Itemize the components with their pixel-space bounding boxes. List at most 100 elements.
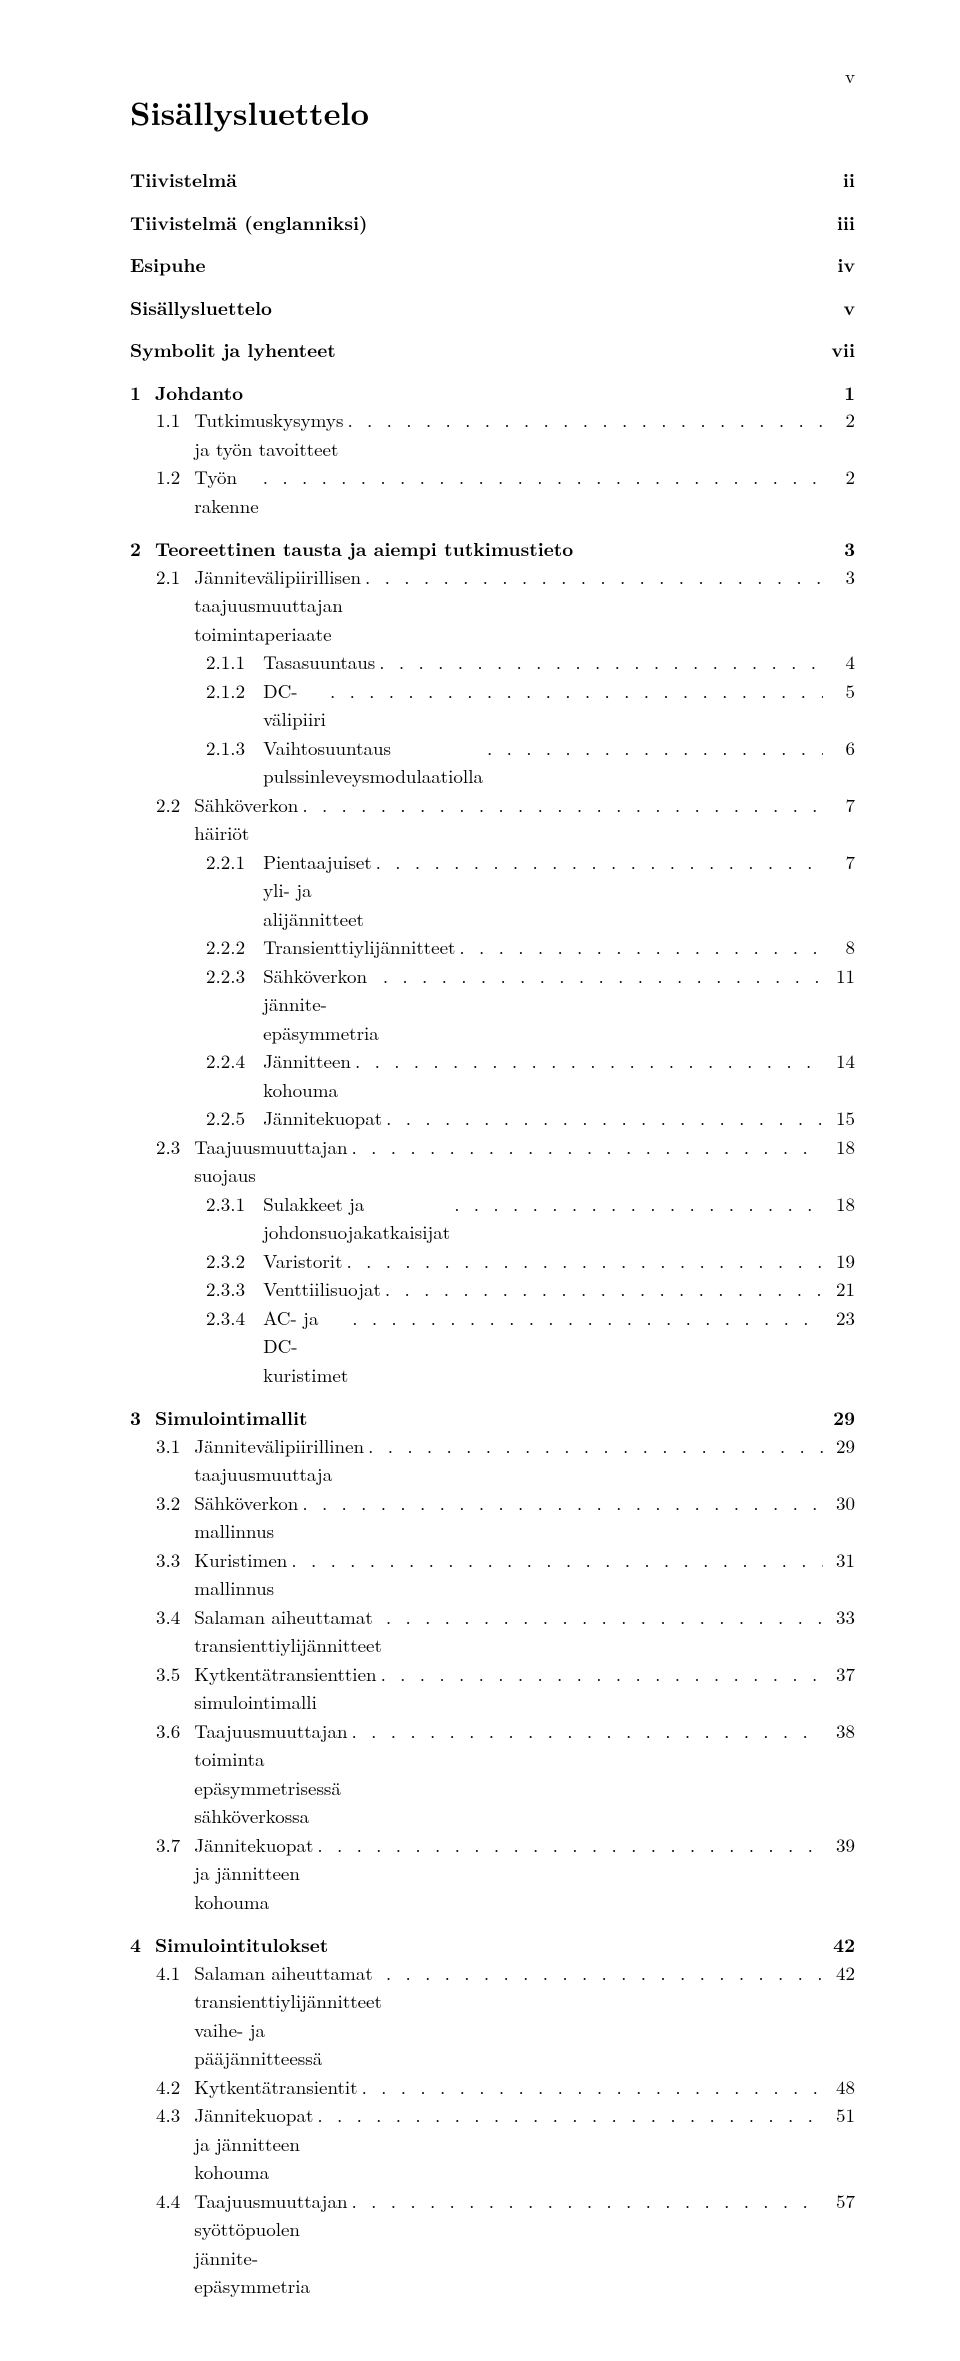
toc-entry-label: Johdanto	[155, 378, 243, 407]
toc-entry-label: Symbolit ja lyhenteet	[130, 335, 336, 364]
toc-entry-number: 2.2.1	[206, 848, 245, 877]
toc-leader	[365, 563, 823, 592]
toc-leader	[376, 848, 823, 877]
toc-row-subsection: 2.2.3Sähköverkon jännite-epäsymmetria11	[206, 962, 855, 1048]
toc-row-section: 4.4 Taajuusmuuttajan syöttöpuolen jännite…	[156, 2187, 855, 2301]
toc-leader	[386, 1603, 823, 1632]
toc-entry-label: Kytkentätransienttien simulointimalli	[194, 1660, 376, 1717]
toc-row-subsection: 2.1.1 Tasasuuntaus 4	[206, 648, 855, 677]
toc-entry-number: 4.1	[156, 1959, 180, 1988]
toc-row-section: 4.3Jännitekuopat ja jännitteen kohouma51	[156, 2101, 855, 2187]
toc-entry-number: 1	[130, 378, 141, 407]
toc-entry-number: 1.1	[156, 406, 180, 435]
toc-row-subsection: 2.3.4AC- ja DC-kuristimet23	[206, 1304, 855, 1390]
toc-entry-page: 29	[827, 1432, 855, 1461]
toc-leader	[263, 463, 823, 492]
toc-leader	[379, 648, 823, 677]
toc-entry-page: 7	[827, 848, 855, 877]
toc-leader	[386, 1104, 823, 1133]
toc-entry-number: 2.1.2	[206, 677, 245, 706]
toc-entry-label: Jännitekuopat	[263, 1104, 382, 1133]
toc-leader	[381, 1660, 823, 1689]
toc-entry-page: 14	[827, 1047, 855, 1076]
toc-row-chapter: 4 Simulointitulokset 42	[130, 1930, 855, 1959]
toc-row-section: 1.2Työn rakenne2	[156, 463, 855, 520]
toc-entry-number: 4	[130, 1930, 141, 1959]
toc-row-section: 3.4Salaman aiheuttamat transienttiylijän…	[156, 1603, 855, 1660]
toc-row-subsection: 2.1.2DC-välipiiri5	[206, 677, 855, 734]
toc-row-chapter: 2Teoreettinen tausta ja aiempi tutkimust…	[130, 534, 855, 563]
toc-entry-label: Simulointitulokset	[155, 1930, 328, 1959]
page: v Sisällysluettelo TiivistelmäiiTiiviste…	[0, 0, 960, 2361]
toc-entry-page: 38	[827, 1717, 855, 1746]
toc-entry-number: 2.3.2	[206, 1247, 245, 1276]
toc-entry-label: Tutkimuskysymys ja työn tavoitteet	[194, 406, 343, 463]
toc-entry-label: Varistorit	[263, 1247, 342, 1276]
toc-leader	[362, 2073, 823, 2102]
toc-entry-page: 57	[827, 2187, 855, 2216]
toc-entry-number: 2.1.1	[206, 648, 245, 677]
toc-entry-number: 2.3.3	[206, 1275, 245, 1304]
toc-entry-number: 2.3	[156, 1133, 180, 1162]
toc-row-section: 1.1Tutkimuskysymys ja työn tavoitteet2	[156, 406, 855, 463]
toc-entry-page: vii	[827, 335, 855, 364]
toc-entry-number: 3.6	[156, 1717, 180, 1746]
toc-entry-number: 2.2	[156, 791, 180, 820]
toc-entry-number: 4.2	[156, 2073, 180, 2102]
toc-entry-number: 4.4	[156, 2187, 180, 2216]
toc-entry-number: 2.1.3	[206, 734, 245, 763]
toc-entry-page: 42	[827, 1959, 855, 1988]
toc-entry-number: 2.1	[156, 563, 180, 592]
toc-leader	[352, 1304, 823, 1333]
toc-row-section: 3.7Jännitekuopat ja jännitteen kohouma39	[156, 1831, 855, 1917]
toc-entry-number: 4.3	[156, 2101, 180, 2130]
toc-row-subsection: 2.3.2Varistorit19	[206, 1247, 855, 1276]
toc-entry-page: 42	[827, 1930, 855, 1959]
toc-leader	[386, 1959, 823, 1988]
toc-entry-label: Sisällysluettelo	[130, 293, 272, 322]
toc-entry-label: Vaihtosuuntaus pulssinleveysmodulaatioll…	[263, 734, 483, 791]
toc-entry-label: Taajuusmuuttajan toiminta epäsymmetrises…	[194, 1717, 347, 1831]
toc-leader	[368, 1432, 823, 1461]
toc-entry-page: 11	[827, 962, 855, 991]
toc-entry-number: 3.4	[156, 1603, 180, 1632]
toc-entry-page: iv	[827, 250, 855, 279]
toc-entry-number: 2.2.4	[206, 1047, 245, 1076]
toc-entry-page: 18	[827, 1190, 855, 1219]
toc-entry-page: 21	[827, 1275, 855, 1304]
toc-entry-label: Taajuusmuuttajan syöttöpuolen jännite-ep…	[194, 2187, 347, 2301]
toc-leader	[385, 1275, 823, 1304]
toc-entry-page: 15	[827, 1104, 855, 1133]
toc-entry-page: 37	[827, 1660, 855, 1689]
toc-entry-label: Sähköverkon häiriöt	[194, 791, 298, 848]
toc-row-section: 2.1Jännitevälipiirillisen taajuusmuuttaj…	[156, 563, 855, 649]
toc-row-chapter: 1Johdanto1	[130, 378, 855, 407]
toc-entry-page: 7	[827, 791, 855, 820]
toc-entry-label: Simulointimallit	[155, 1403, 308, 1432]
toc-entry-label: Teoreettinen tausta ja aiempi tutkimusti…	[155, 534, 573, 563]
toc-leader	[291, 1546, 823, 1575]
toc-row-front: Tiivistelmä (englanniksi)iii	[130, 208, 855, 237]
toc-row-subsection: 2.1.3 Vaihtosuuntaus pulssinleveysmodulaa…	[206, 734, 855, 791]
toc-entry-label: Tasasuuntaus	[263, 648, 375, 677]
toc-row-subsection: 2.2.1 Pientaajuiset yli- ja alijännitteet…	[206, 848, 855, 934]
toc-entry-page: 4	[827, 648, 855, 677]
toc-entry-page: 30	[827, 1489, 855, 1518]
toc-leader	[352, 1717, 823, 1746]
toc-leader	[383, 962, 823, 991]
toc-entry-number: 2.2.2	[206, 933, 245, 962]
toc-entry-page: 31	[827, 1546, 855, 1575]
toc-entry-page: 48	[827, 2073, 855, 2102]
toc-leader	[302, 1489, 823, 1518]
toc-row-section: 2.3Taajuusmuuttajan suojaus18	[156, 1133, 855, 1190]
toc-entry-page: 5	[827, 677, 855, 706]
toc-leader	[302, 791, 823, 820]
toc-entry-label: Sähköverkon mallinnus	[194, 1489, 298, 1546]
toc-entry-label: Jännitevälipiirillinen taajuusmuuttaja	[194, 1432, 364, 1489]
toc-entry-label: Sulakkeet ja johdonsuojakatkaisijat	[263, 1190, 450, 1247]
toc-entry-number: 2.3.1	[206, 1190, 245, 1219]
toc-title: Sisällysluettelo	[130, 90, 855, 135]
toc-entry-number: 1.2	[156, 463, 180, 492]
toc-entry-label: Pientaajuiset yli- ja alijännitteet	[263, 848, 372, 934]
toc-entry-page: 3	[827, 563, 855, 592]
